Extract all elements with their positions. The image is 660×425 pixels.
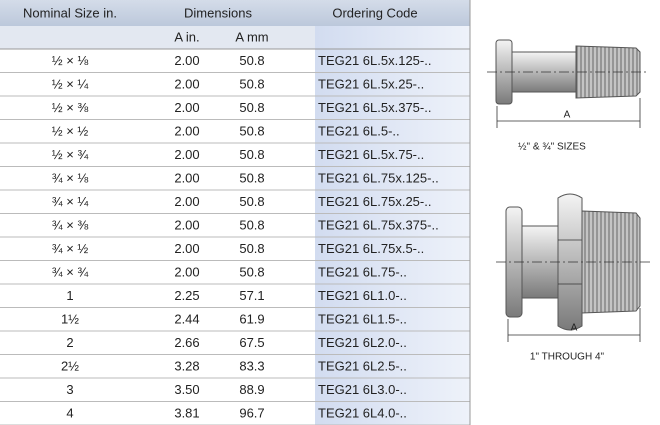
table-cell: 50.8 <box>239 124 264 139</box>
dimension-label: A <box>564 110 571 121</box>
table-cell: 3 <box>66 382 73 397</box>
header-cell: Ordering Code <box>332 5 417 20</box>
table-cell: 2.44 <box>174 312 199 327</box>
table-cell: 50.8 <box>239 147 264 162</box>
table-cell: 57.1 <box>239 288 264 303</box>
table-cell: ½ × ½ <box>52 124 89 139</box>
header-bg <box>0 0 470 26</box>
table-cell: 1½ <box>61 312 79 327</box>
table-cell: TEG21 6L.5x.375-.. <box>318 100 431 115</box>
table-cell: 50.8 <box>239 241 264 256</box>
table-cell: 3.28 <box>174 359 199 374</box>
table-cell: 88.9 <box>239 382 264 397</box>
table-cell: 50.8 <box>239 53 264 68</box>
table-cell: TEG21 6L1.0-.. <box>318 288 407 303</box>
subheader-cell: A in. <box>174 29 199 44</box>
table-cell: 2.25 <box>174 288 199 303</box>
table-cell: 2.00 <box>174 124 199 139</box>
table-cell: TEG21 6L.75x.25-.. <box>318 194 431 209</box>
header-cell: Dimensions <box>184 5 252 20</box>
table-cell: 2.00 <box>174 241 199 256</box>
table-cell: 83.3 <box>239 359 264 374</box>
table-cell: 50.8 <box>239 100 264 115</box>
table-cell: ¾ × ¾ <box>52 265 89 280</box>
table-cell: 2.00 <box>174 77 199 92</box>
table-cell: TEG21 6L.5-.. <box>318 124 400 139</box>
table-cell: TEG21 6L3.0-.. <box>318 382 407 397</box>
table-cell: 61.9 <box>239 312 264 327</box>
figure-caption: 1" THROUGH 4" <box>530 352 605 363</box>
table-cell: 2½ <box>61 359 79 374</box>
figure-caption: ½" & ¾" SIZES <box>518 142 586 153</box>
header-cell: Nominal Size in. <box>23 5 117 20</box>
fitting-small: A ½" & ¾" SIZES <box>487 39 648 153</box>
table-cell: 2.00 <box>174 147 199 162</box>
table-cell: 50.8 <box>239 265 264 280</box>
table-cell: TEG21 6L.75-.. <box>318 265 407 280</box>
table-cell: 50.8 <box>239 77 264 92</box>
table-cell: 2.00 <box>174 53 199 68</box>
table-cell: 2.00 <box>174 194 199 209</box>
table-cell: 50.8 <box>239 218 264 233</box>
table-cell: TEG21 6L1.5-.. <box>318 312 407 327</box>
table-cell: ¾ × ⅛ <box>52 171 89 186</box>
table-cell: 3.81 <box>174 406 199 421</box>
code-column-bg <box>315 26 470 425</box>
table-cell: ½ × ⅛ <box>52 53 89 68</box>
table-cell: 2 <box>66 335 73 350</box>
subheader-cell: A mm <box>235 29 268 44</box>
table-cell: 2.00 <box>174 265 199 280</box>
table-cell: 2.00 <box>174 100 199 115</box>
table-cell: ¾ × ½ <box>52 241 89 256</box>
table-cell: TEG21 6L.75x.125-.. <box>318 171 439 186</box>
fitting-large: A 1" THROUGH 4" <box>496 193 650 363</box>
table-cell: 67.5 <box>239 335 264 350</box>
table-cell: ½ × ⅜ <box>52 100 89 115</box>
table-cell: ¾ × ⅜ <box>52 218 89 233</box>
table-cell: 50.8 <box>239 171 264 186</box>
table-cell: ½ × ¼ <box>52 77 89 92</box>
table-cell: TEG21 6L.5x.25-.. <box>318 77 424 92</box>
table-cell: ¾ × ¼ <box>52 194 89 209</box>
table-cell: TEG21 6L4.0-.. <box>318 406 407 421</box>
table-cell: 50.8 <box>239 194 264 209</box>
table-cell: TEG21 6L.75x.375-.. <box>318 218 439 233</box>
table-cell: 2.66 <box>174 335 199 350</box>
table-cell: TEG21 6L.5x.75-.. <box>318 147 424 162</box>
table-cell: TEG21 6L.5x.125-.. <box>318 53 431 68</box>
table-body: ½ × ⅛ 2.00 50.8 TEG21 6L.5x.125-.. ½ × ¼ 2.00… <box>0 0 471 425</box>
table-cell: 3.50 <box>174 382 199 397</box>
table-cell: 96.7 <box>239 406 264 421</box>
table-cell: 2.00 <box>174 218 199 233</box>
table-cell: TEG21 6L2.0-.. <box>318 335 407 350</box>
table-cell: 2.00 <box>174 171 199 186</box>
dimension-label: A <box>571 323 578 334</box>
table-cell: 1 <box>66 288 73 303</box>
table-cell: 4 <box>66 406 73 421</box>
table-cell: TEG21 6L2.5-.. <box>318 359 407 374</box>
table-cell: ½ × ¾ <box>52 147 89 162</box>
table-cell: TEG21 6L.75x.5-.. <box>318 241 424 256</box>
